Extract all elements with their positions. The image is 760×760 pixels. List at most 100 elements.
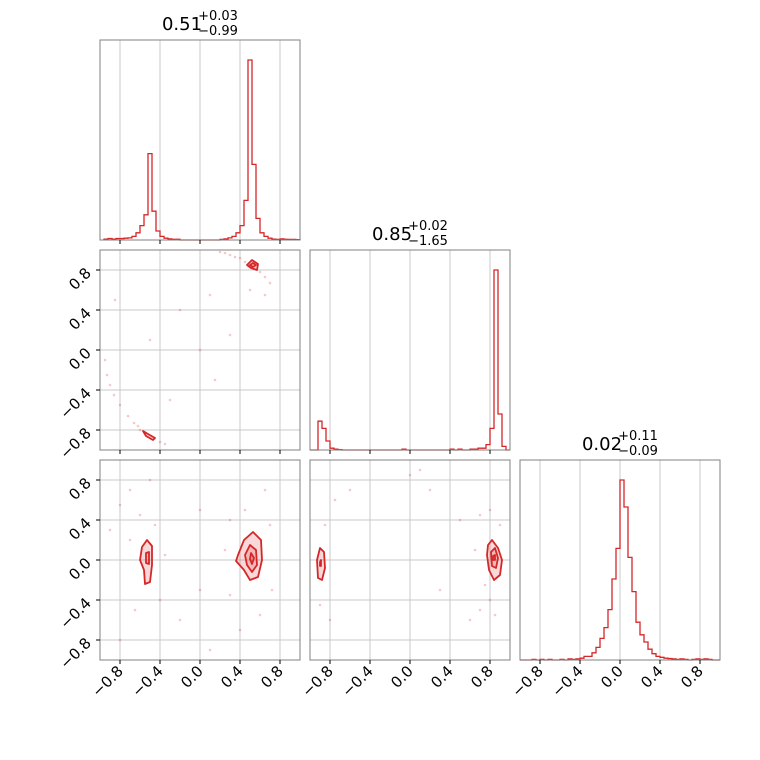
density-panel-1-0-point-24 [213,378,217,382]
density-panel-2-1-contour-2 [492,554,496,561]
density-panel-1-0-ytick-label-4: 0.8 [65,264,95,294]
density-panel-1-0-point-26 [198,348,202,352]
density-panel-1-0-point-23 [148,338,152,342]
density-panel-2-0-contour-2 [249,552,255,565]
density-panel-1-0-point-12 [118,403,122,407]
density-panel-2-0-point-9 [268,523,272,527]
density-panel-1-0-ytick-label-2: 0.0 [65,344,95,374]
density-panel-2-1-point-11 [408,473,412,477]
density-panel-2-0-point-19 [118,638,122,642]
density-panel-2-0-point-18 [263,488,267,492]
density-panel-2-1-xtick-label-1: −0.4 [338,662,376,700]
density-panel-2-1-point-5 [493,613,497,617]
density-panel-2-1-point-13 [438,588,442,592]
density-panel-1-0-point-13 [112,393,116,397]
density-panel-2-0-xtick-label-3: 0.4 [217,662,247,692]
hist-title-2: 0.02 [582,434,622,455]
density-panel-2-0-point-16 [198,508,202,512]
density-panel-1-0-point-27 [168,398,172,402]
density-panel-2-0-point-0 [128,488,132,492]
density-panel-2-1-point-18 [483,583,487,587]
density-panel-1-0-point-2 [233,255,237,259]
hist-title-1: 0.85 [372,224,412,245]
density-panel-1-0-point-5 [258,270,262,274]
hist-title-plus-0: +0.03 [198,9,238,24]
density-panel-2-1-contour-4 [319,559,322,567]
density-panel-2-0-point-5 [158,598,162,602]
density-panel-2-1-xtick-label-0: −0.8 [298,662,336,700]
density-panel-2-1-point-3 [488,598,492,602]
hist-title-minus-1: −1.65 [408,234,448,249]
density-panel-1-0-point-16 [103,358,107,362]
hist-title-minus-0: −0.99 [198,24,238,39]
density-panel-2-0-point-15 [163,553,167,557]
density-panel-2-0-point-3 [138,513,142,517]
density-panel-2-1-point-15 [468,618,472,622]
density-panel-1-0-ytick-label-3: 0.4 [65,304,95,334]
density-panel-2-0-point-20 [238,628,242,632]
density-panel-1-0-ytick-label-0: −0.8 [56,424,94,462]
density-panel-1-0-point-6 [263,275,267,279]
density-panel-2-0-ytick-label-2: 0.0 [65,554,95,584]
hist-title-plus-2: +0.11 [618,429,658,444]
density-panel-2-1-point-8 [328,618,332,622]
hist-panel-2-xtick-label-4: 0.8 [677,662,707,692]
density-panel-1-0-point-20 [208,293,212,297]
density-panel-1-0-point-22 [228,333,232,337]
density-panel-1-0-point-0 [223,251,227,255]
density-panel-2-1-point-7 [318,603,322,607]
density-panel-1-0-point-15 [105,373,109,377]
density-panel-2-1-point-14 [458,518,462,522]
density-panel-1-0-point-21 [178,308,182,312]
density-panel-2-0-point-6 [133,608,137,612]
density-panel-1-0-point-7 [268,281,272,285]
density-panel-2-0-point-14 [223,548,227,552]
density-panel-1-0-ytick-label-1: −0.4 [56,384,94,422]
density-panel-2-1-point-2 [498,523,502,527]
density-panel-2-0-ytick-label-3: 0.4 [65,514,95,544]
density-panel-2-1-xtick-label-3: 0.4 [427,662,457,692]
density-panel-1-0-point-28 [248,288,252,292]
density-panel-1-0-point-1 [228,253,232,257]
density-panel-1-0-contour-2 [142,430,156,441]
density-panel-2-0-point-4 [153,523,157,527]
hist-panel-2-xtick-label-2: 0.0 [597,662,627,692]
density-panel-2-0-point-8 [228,518,232,522]
density-panel-2-0-point-2 [108,528,112,532]
density-panel-1-0-point-4 [243,260,247,264]
hist-panel-2-xtick-label-0: −0.8 [508,662,546,700]
density-panel-1-0-point-14 [108,383,112,387]
hist-title-plus-1: +0.02 [408,219,448,234]
density-panel-2-0-xtick-label-0: −0.8 [88,662,126,700]
density-panel-2-1-point-12 [348,488,352,492]
density-panel-2-0-point-1 [118,503,122,507]
density-panel-2-0-contour-1 [244,544,258,573]
density-panel-1-0-point-17 [138,428,142,432]
density-panel-2-0-point-23 [198,588,202,592]
density-panel-2-1-point-4 [478,608,482,612]
density-panel-2-1-point-9 [428,488,432,492]
density-panel-2-1-point-16 [333,498,337,502]
density-panel-1-0-contour-1 [249,262,257,268]
density-panel-2-0-point-17 [178,618,182,622]
density-panel-1-0-point-9 [136,424,140,428]
density-panel-2-0-point-13 [258,613,262,617]
density-panel-1-0-point-18 [158,440,162,444]
density-panel-2-0-contour-4 [145,551,150,565]
hist-panel-2-xtick-label-3: 0.4 [637,662,667,692]
density-panel-1-0-point-25 [113,298,117,302]
density-panel-2-0-point-10 [270,588,274,592]
hist-title-0: 0.51 [162,14,202,35]
density-panel-1-0-point-29 [263,293,267,297]
density-panel-1-0-point-11 [126,414,130,418]
hist-title-minus-2: −0.09 [618,444,658,459]
density-panel-2-0-xtick-label-1: −0.4 [128,662,166,700]
hist-panel-2-xtick-label-1: −0.4 [548,662,586,700]
density-panel-1-0-point-3 [238,256,242,260]
density-panel-2-0-xtick-label-2: 0.0 [177,662,207,692]
density-panel-2-0-point-21 [208,648,212,652]
density-panel-2-1-xtick-label-2: 0.0 [387,662,417,692]
density-panel-2-0-ytick-label-0: −0.8 [56,634,94,672]
density-panel-2-1-point-1 [478,513,482,517]
